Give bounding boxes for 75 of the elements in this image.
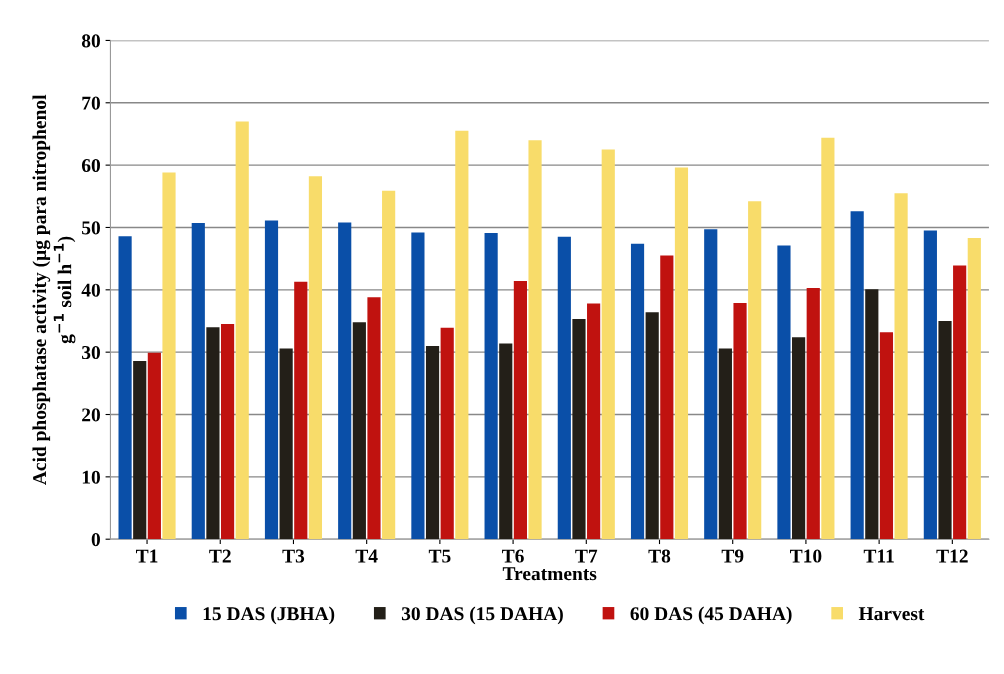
bar <box>806 287 820 540</box>
y-tick-label: 0 <box>91 533 100 547</box>
bar <box>147 352 161 540</box>
bar <box>630 243 645 540</box>
bar <box>777 245 791 540</box>
bar <box>674 167 689 540</box>
bar <box>865 289 879 540</box>
legend-label: 15 DAS (JBHA) <box>203 606 335 625</box>
x-axis-title: Treatments <box>502 567 597 581</box>
x-tick-label: T7 <box>575 549 598 563</box>
bar <box>118 236 132 540</box>
x-tick-label: T12 <box>936 549 968 563</box>
bar <box>953 265 967 540</box>
bar <box>601 149 615 540</box>
bar <box>382 190 396 540</box>
x-tick-label: T6 <box>502 549 524 563</box>
x-tick-label: T8 <box>648 549 671 563</box>
y-axis-title: Acid phosphatase activity (µg para nitrophenol g$^{−1}$ soil h$^{−1}$) <box>32 94 76 485</box>
x-tick-label: T2 <box>209 549 231 563</box>
bar <box>264 220 279 540</box>
legend-label: Harvest <box>858 607 925 621</box>
bar <box>821 137 835 540</box>
bar <box>162 172 176 540</box>
y-tick-label: 20 <box>82 408 100 422</box>
x-tick-label: T9 <box>721 549 744 563</box>
x-tick-label: T3 <box>282 549 305 563</box>
bar <box>220 324 235 540</box>
bar <box>645 312 659 540</box>
bar <box>425 345 440 540</box>
bar <box>748 201 762 540</box>
bar <box>718 348 732 540</box>
y-tick-label: 30 <box>82 345 100 360</box>
bar <box>133 360 147 540</box>
bar <box>894 193 908 540</box>
bar <box>513 281 527 540</box>
y-tick-label: 10 <box>82 470 100 484</box>
bar <box>294 281 308 540</box>
bar <box>191 223 205 540</box>
bar <box>557 236 571 540</box>
y-tick-label: 60 <box>81 158 100 173</box>
bar <box>235 121 249 540</box>
x-tick-label: T4 <box>355 549 378 563</box>
bar <box>967 238 981 540</box>
y-tick-label: 70 <box>82 96 100 110</box>
bar <box>411 232 425 540</box>
bar <box>484 233 498 540</box>
bar <box>352 322 366 540</box>
x-tick-label: T11 <box>863 549 894 563</box>
bar <box>206 327 220 540</box>
legend-label: 30 DAS (15 DAHA) <box>401 606 563 625</box>
x-tick-label: T1 <box>136 549 158 563</box>
bar <box>308 176 323 540</box>
y-tick-label: 40 <box>81 283 100 297</box>
bar <box>923 230 937 540</box>
bar <box>938 320 952 540</box>
bar <box>792 337 806 540</box>
bar <box>572 319 586 540</box>
bar <box>338 222 352 540</box>
bar <box>704 229 718 540</box>
legend-label: 60 DAS (45 DAHA) <box>630 606 792 625</box>
bar <box>733 302 747 540</box>
bar <box>850 211 864 540</box>
bar <box>660 255 674 540</box>
bar <box>455 130 469 540</box>
bar <box>440 327 454 540</box>
x-tick-label: T5 <box>428 549 451 563</box>
bar <box>499 343 513 540</box>
x-tick-label: T10 <box>790 549 822 563</box>
bar <box>528 140 542 540</box>
bar <box>587 303 601 540</box>
bar <box>879 332 894 540</box>
y-tick-label: 50 <box>82 221 100 235</box>
y-tick-label: 80 <box>81 34 100 48</box>
bar <box>367 297 381 540</box>
bar <box>279 348 293 540</box>
